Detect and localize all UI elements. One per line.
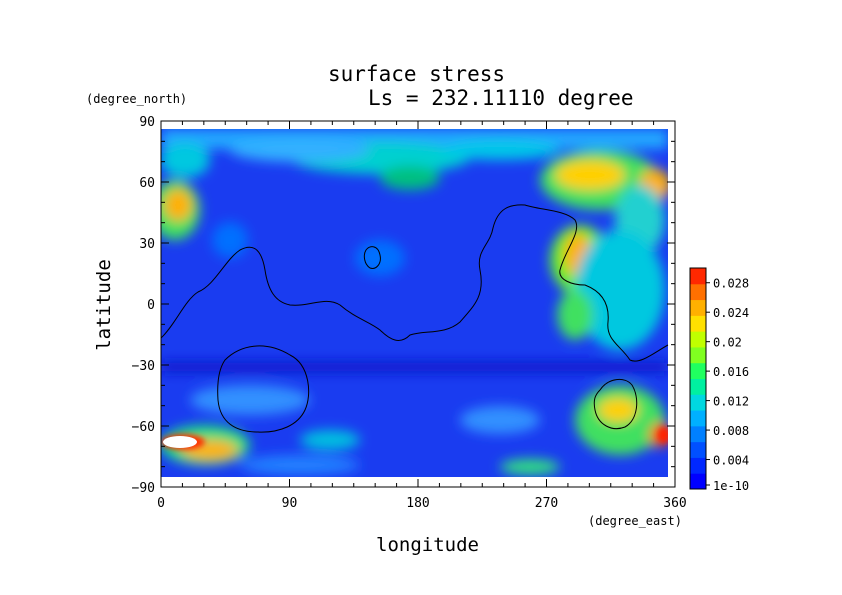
- colorbar-swatch: [690, 315, 706, 332]
- colorbar-swatch: [690, 331, 706, 348]
- x-axis-label: longitude: [376, 534, 479, 556]
- colorbar-swatch: [690, 410, 706, 427]
- colorbar-tick-label: 0.028: [713, 277, 749, 291]
- colorbar: 0.028 0.024 0.02 0.016 0.012 0.008 0.004 1e-10: [689, 267, 749, 493]
- colorbar-frame: [689, 267, 707, 490]
- colorbar-tick-label: 0.02: [713, 336, 742, 350]
- coastline-contours: [160, 204, 669, 433]
- colorbar-tick-label: 0.012: [713, 395, 749, 409]
- x-tick-label: 90: [282, 496, 298, 511]
- colorbar-swatch: [690, 425, 706, 443]
- colorbar-tick-label: 0.016: [713, 365, 749, 379]
- colorbar-tick-label: 0.008: [713, 424, 749, 438]
- colorbar-tick-label: 0.004: [713, 454, 749, 468]
- x-tick-label: 270: [535, 496, 558, 511]
- coastline-basin-right: [593, 378, 638, 430]
- y-tick-label: 30: [139, 237, 155, 252]
- colorbar-swatch: [690, 346, 706, 364]
- x-axis-units: (degree_east): [588, 514, 682, 528]
- y-tick-label: 0: [147, 298, 155, 313]
- x-tick-label: 0: [157, 496, 165, 511]
- y-tick-label: 90: [139, 115, 155, 130]
- coastline-island: [363, 246, 381, 269]
- colorbar-swatch: [690, 394, 706, 411]
- chart-title: surface stress: [328, 62, 506, 86]
- colorbar-tick-label: 1e-10: [713, 479, 749, 493]
- colorbar-swatch: [690, 299, 706, 316]
- coastline-basin-left: [217, 345, 310, 433]
- colorbar-swatch: [690, 473, 706, 490]
- x-tick-label: 180: [406, 496, 429, 511]
- colorbar-swatch: [690, 362, 706, 379]
- coastline-main: [160, 204, 669, 362]
- colorbar-swatch: [690, 283, 706, 301]
- y-tick-label: 60: [139, 176, 155, 191]
- y-tick-label: −60: [132, 420, 155, 435]
- colorbar-tick-label: 0.024: [713, 306, 749, 320]
- heatmap-field: [161, 129, 668, 477]
- colorbar-swatch: [690, 378, 706, 395]
- axes: 0 90 180 270 360 90 60 30 0 −30 −60 −90: [132, 115, 687, 511]
- x-tick-label: 360: [663, 496, 686, 511]
- colorbar-swatch: [690, 441, 706, 458]
- y-tick-label: −90: [132, 481, 155, 496]
- y-tick-label: −30: [132, 359, 155, 374]
- chart-subtitle: Ls = 232.11110 degree: [368, 86, 634, 110]
- colorbar-swatch: [690, 457, 706, 474]
- y-axis-units: (degree_north): [86, 92, 188, 106]
- colorbar-swatch: [690, 268, 706, 285]
